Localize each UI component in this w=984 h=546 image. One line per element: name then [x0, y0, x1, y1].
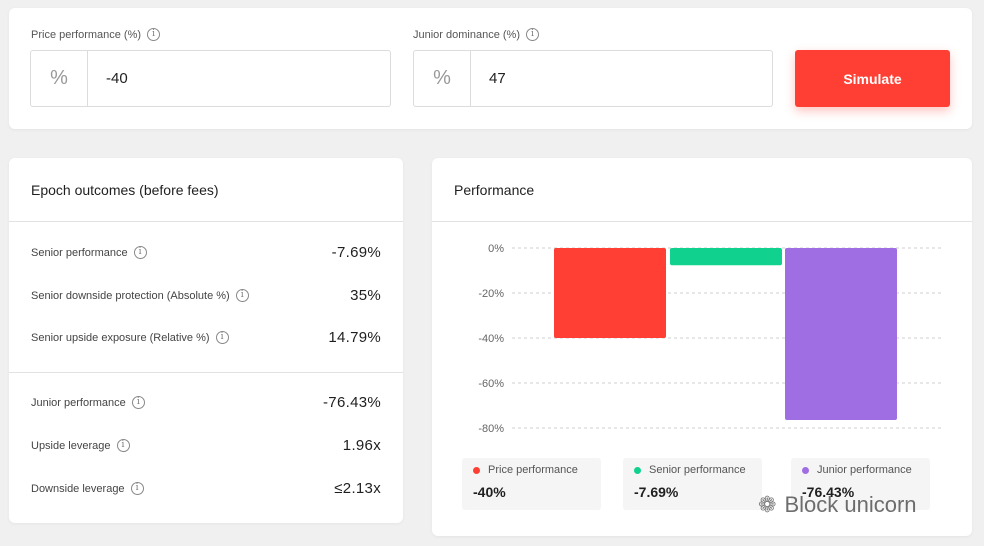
legend-junior-performance-name: Junior performance — [817, 464, 912, 476]
legend-price-performance: Price performance -40% — [462, 458, 601, 510]
y-tick-label: -40% — [478, 333, 504, 345]
downside-leverage-label-wrap: Downside leverage i — [31, 482, 144, 495]
downside-leverage-value: ≤2.13x — [334, 480, 381, 497]
legend-junior-performance-name-wrap: Junior performance — [802, 464, 912, 476]
senior-performance-label: Senior performance — [31, 246, 128, 259]
senior-downside-protection-row: Senior downside protection (Absolute %) … — [31, 287, 381, 304]
junior-performance-value: -76.43% — [323, 394, 381, 411]
senior-upside-exposure-value: 14.79% — [328, 329, 381, 346]
epoch-outcomes-card: Epoch outcomes (before fees) Senior perf… — [9, 158, 403, 523]
divider — [9, 372, 403, 373]
downside-leverage-row: Downside leverage i ≤2.13x — [31, 480, 381, 497]
legend-price-performance-name-wrap: Price performance — [473, 464, 578, 476]
percent-icon: % — [414, 51, 471, 106]
info-icon[interactable]: i — [133, 246, 147, 259]
divider — [9, 221, 403, 222]
info-icon[interactable]: i — [131, 396, 145, 409]
y-tick-label: 0% — [488, 243, 504, 255]
info-icon[interactable]: i — [130, 482, 144, 495]
price-performance-label-row: Price performance (%) i — [31, 28, 161, 41]
senior-performance-row: Senior performance i -7.69% — [31, 244, 381, 261]
junior-dominance-value[interactable]: 47 — [489, 70, 506, 87]
watermark-text: Block unicorn — [784, 492, 917, 517]
legend-junior-performance: Junior performance -76.43% — [791, 458, 930, 510]
wechat-icon: ❁ — [758, 492, 777, 517]
legend-price-performance-value: -40% — [473, 484, 506, 500]
legend-dot-green — [634, 466, 641, 474]
info-icon[interactable]: i — [215, 331, 229, 344]
divider — [432, 221, 972, 222]
legend-price-performance-name: Price performance — [488, 464, 578, 476]
senior-downside-protection-label-wrap: Senior downside protection (Absolute %) … — [31, 289, 249, 302]
senior-upside-exposure-label: Senior upside exposure (Relative %) — [31, 331, 210, 344]
junior-performance-row: Junior performance i -76.43% — [31, 394, 381, 411]
bar-junior-performance[interactable] — [785, 248, 897, 420]
legend-dot-purple — [802, 466, 809, 474]
y-tick-label: -80% — [478, 423, 504, 435]
info-icon[interactable]: i — [235, 289, 249, 302]
performance-title: Performance — [454, 182, 535, 198]
performance-bar-chart: 0% -20% -40% -60% -80% — [478, 243, 942, 435]
junior-performance-label: Junior performance — [31, 396, 126, 409]
info-icon[interactable]: i — [526, 28, 539, 41]
senior-downside-protection-value: 35% — [350, 287, 381, 304]
downside-leverage-label: Downside leverage — [31, 482, 125, 495]
price-performance-value[interactable]: -40 — [106, 70, 128, 87]
simulate-button[interactable]: Simulate — [795, 50, 950, 107]
senior-upside-exposure-row: Senior upside exposure (Relative %) i 14… — [31, 329, 381, 346]
watermark: ❁ Block unicorn — [758, 492, 917, 518]
senior-upside-exposure-label-wrap: Senior upside exposure (Relative %) i — [31, 331, 229, 344]
legend-senior-performance: Senior performance -7.69% — [623, 458, 762, 510]
y-tick-label: -20% — [478, 288, 504, 300]
legend-junior-performance-value: -76.43% — [802, 484, 855, 500]
performance-card: Performance 0% -20% -40% -60% -80% Price per… — [432, 158, 972, 536]
info-icon[interactable]: i — [116, 439, 130, 452]
price-performance-input[interactable]: % -40 — [30, 50, 391, 107]
bar-senior-performance[interactable] — [670, 248, 782, 266]
senior-performance-label-wrap: Senior performance i — [31, 246, 147, 259]
legend-senior-performance-name-wrap: Senior performance — [634, 464, 746, 476]
upside-leverage-row: Upside leverage i 1.96x — [31, 437, 381, 454]
upside-leverage-value: 1.96x — [342, 437, 381, 454]
junior-dominance-input[interactable]: % 47 — [413, 50, 773, 107]
price-performance-label: Price performance (%) — [31, 28, 142, 41]
bar-price-performance[interactable] — [554, 248, 666, 338]
junior-dominance-label-row: Junior dominance (%) i — [413, 28, 539, 41]
senior-performance-value: -7.69% — [331, 244, 381, 261]
legend-senior-performance-value: -7.69% — [634, 484, 679, 500]
info-icon[interactable]: i — [147, 28, 161, 41]
y-tick-label: -60% — [478, 378, 504, 390]
upside-leverage-label-wrap: Upside leverage i — [31, 439, 130, 452]
upside-leverage-label: Upside leverage — [31, 439, 111, 452]
junior-performance-label-wrap: Junior performance i — [31, 396, 145, 409]
senior-downside-protection-label: Senior downside protection (Absolute %) — [31, 289, 230, 302]
legend-senior-performance-name: Senior performance — [649, 464, 746, 476]
legend-dot-red — [473, 466, 480, 474]
epoch-outcomes-title: Epoch outcomes (before fees) — [31, 182, 219, 198]
simulation-inputs-card: Price performance (%) i % -40 Junior dom… — [9, 8, 972, 129]
percent-icon: % — [31, 51, 88, 106]
junior-dominance-label: Junior dominance (%) — [413, 28, 520, 41]
